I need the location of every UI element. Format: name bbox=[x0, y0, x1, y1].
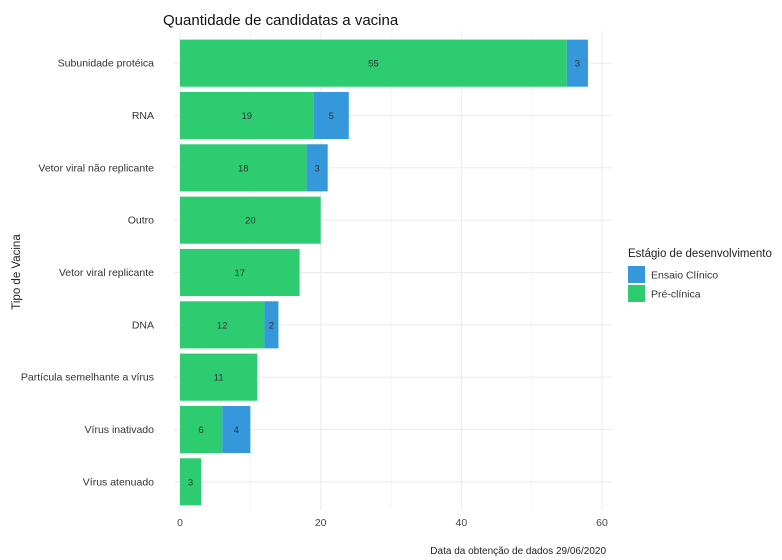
x-tick-label: 0 bbox=[177, 517, 183, 529]
category-label: DNA bbox=[132, 319, 154, 331]
bar-value-label: 5 bbox=[329, 111, 334, 122]
bar-value-label: 4 bbox=[234, 425, 239, 436]
legend-swatch bbox=[628, 285, 645, 302]
bar-value-label: 3 bbox=[575, 59, 580, 70]
bar-segment bbox=[180, 39, 567, 87]
category-label: Subunidade protéica bbox=[58, 58, 154, 70]
bar-segment bbox=[180, 301, 265, 349]
bar-segment bbox=[180, 405, 223, 454]
bar-segment bbox=[313, 91, 349, 140]
y-axis-title: Tipo de Vacina bbox=[11, 234, 23, 310]
bar-segment bbox=[306, 144, 328, 192]
bar-segment bbox=[222, 405, 251, 454]
bar-value-label: 3 bbox=[188, 477, 193, 488]
bar-value-label: 17 bbox=[234, 268, 245, 279]
x-axis-ticks: 0 20 40 60 bbox=[177, 517, 608, 529]
bar-value-label: 2 bbox=[269, 320, 274, 331]
bar-value-label: 20 bbox=[245, 216, 256, 227]
chart-title: Quantidade de candidatas a vacina bbox=[163, 12, 399, 29]
bar-segment bbox=[180, 144, 307, 192]
bar-value-label: 6 bbox=[198, 425, 203, 436]
caption: Data da obtenção de dados 29/06/2020 bbox=[430, 546, 606, 557]
category-label: Vetor viral replicante bbox=[59, 267, 154, 279]
category-label: Partícula semelhante a vírus bbox=[21, 372, 154, 384]
bar-segment bbox=[180, 458, 202, 506]
category-labels: Subunidade protéica RNA Vetor viral não re… bbox=[21, 58, 154, 489]
legend-swatch bbox=[628, 266, 645, 283]
bar-segment bbox=[264, 301, 279, 349]
category-label: Vírus atenuado bbox=[83, 476, 154, 488]
bar-value-label: 18 bbox=[238, 163, 249, 174]
legend-item-label: Pré-clínica bbox=[651, 289, 701, 301]
bar-segment bbox=[180, 91, 314, 140]
category-label: Vetor viral não replicante bbox=[38, 162, 154, 174]
bar-value-label: 12 bbox=[217, 320, 228, 331]
category-label: RNA bbox=[132, 110, 154, 122]
legend-title: Estágio de desenvolvimento bbox=[628, 248, 772, 260]
bar-segment bbox=[180, 353, 258, 401]
bar-value-label: 11 bbox=[214, 373, 224, 384]
category-label: Vírus inativado bbox=[85, 424, 155, 436]
x-tick-label: 60 bbox=[596, 517, 608, 529]
x-tick-label: 20 bbox=[315, 517, 327, 529]
bar-value-label: 3 bbox=[315, 163, 320, 174]
legend-item-label: Ensaio Clínico bbox=[651, 270, 718, 282]
x-tick-label: 40 bbox=[455, 517, 467, 529]
legend: Estágio de desenvolvimento Ensaio Clínic… bbox=[628, 248, 772, 302]
bar-segment bbox=[180, 196, 321, 244]
category-label: Outro bbox=[128, 215, 154, 227]
bar-value-label: 55 bbox=[368, 59, 379, 70]
bar-segment bbox=[566, 39, 588, 87]
bar-segment bbox=[180, 248, 300, 297]
bar-value-label: 19 bbox=[242, 111, 253, 122]
bars: 55 3 19 5 18 3 20 17 12 2 11 6 4 3 bbox=[180, 39, 588, 506]
